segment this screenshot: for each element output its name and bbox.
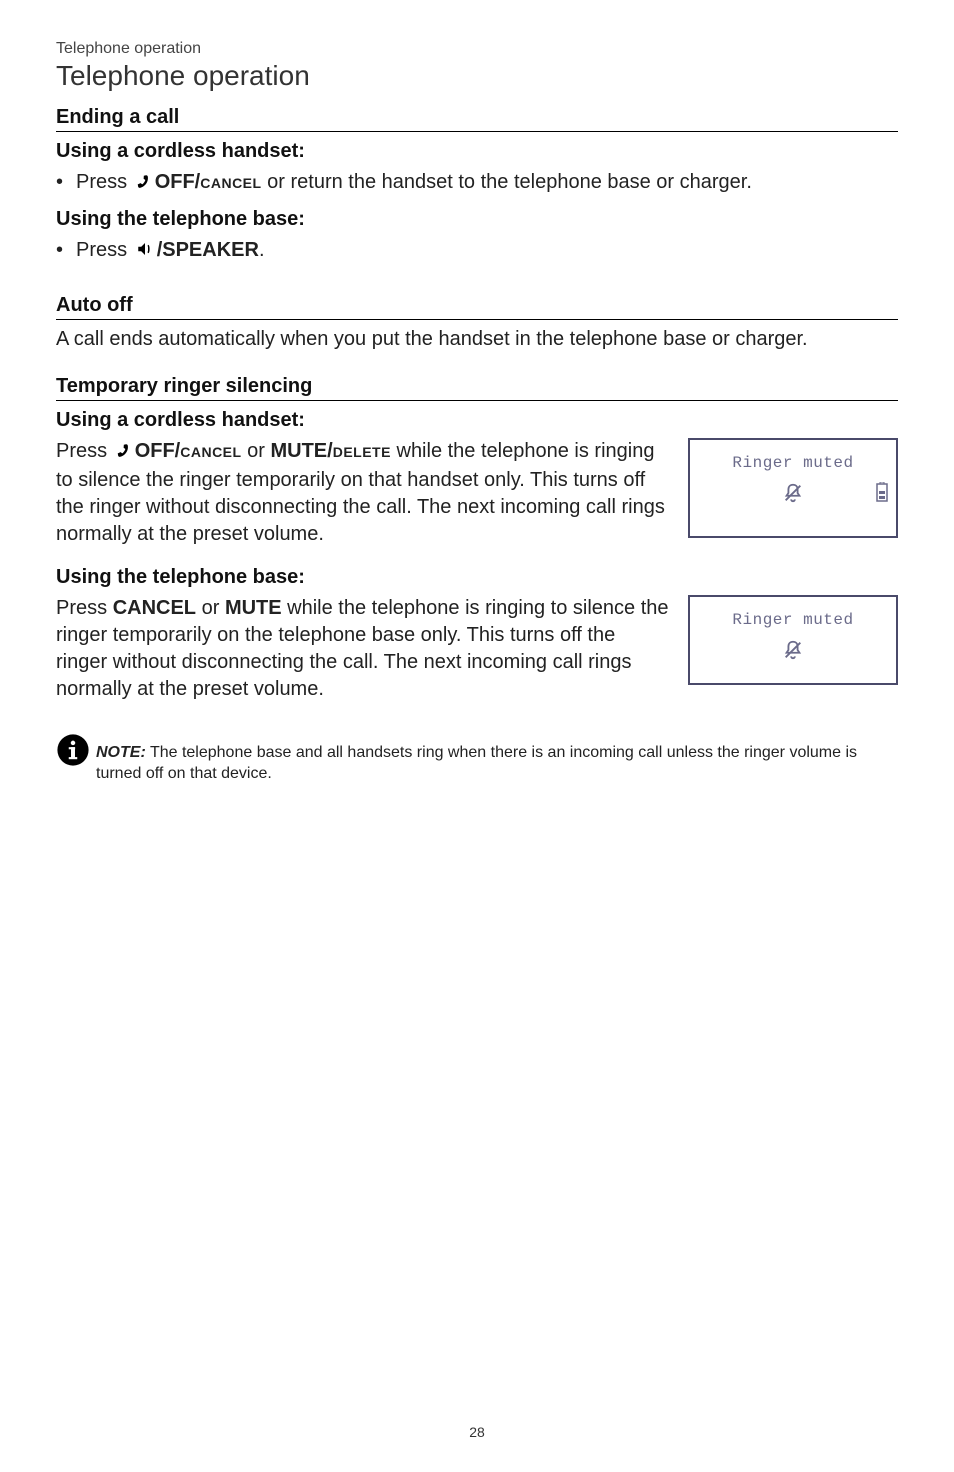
bullet-end-base: • Press /SPEAKER.	[56, 237, 898, 266]
txt: Press	[76, 171, 133, 193]
heading-auto-off: Auto off	[56, 294, 898, 320]
subhead-base-1: Using the telephone base:	[56, 208, 898, 231]
txt: OFF/	[135, 440, 181, 462]
txt: cancel	[200, 171, 261, 193]
bullet-end-cordless: • Press OFF/cancel or return the handset…	[56, 169, 898, 198]
txt: MUTE/	[270, 440, 332, 462]
lcd-display-base: Ringer muted	[688, 595, 898, 685]
subhead-base-2: Using the telephone base:	[56, 566, 898, 589]
lcd-text: Ringer muted	[700, 611, 886, 629]
bell-muted-icon	[782, 482, 804, 504]
speaker-icon	[135, 239, 155, 266]
handset-icon	[115, 440, 133, 467]
base-silence-text: Press CANCEL or MUTE while the telephone…	[56, 595, 670, 703]
note-label: NOTE:	[96, 744, 146, 761]
subhead-cordless-1: Using a cordless handset:	[56, 140, 898, 163]
txt: CANCEL	[113, 597, 196, 619]
txt: MUTE	[225, 597, 282, 619]
txt: /SPEAKER	[157, 239, 259, 261]
row-base-silence: Press CANCEL or MUTE while the telephone…	[56, 595, 898, 713]
battery-icon	[876, 482, 888, 507]
handset-icon	[135, 171, 153, 198]
lcd-bell-row	[700, 639, 886, 661]
note-text: NOTE: The telephone base and all handset…	[96, 733, 898, 785]
heading-ending-call: Ending a call	[56, 106, 898, 132]
bullet-dot: •	[56, 237, 76, 266]
page-number: 28	[0, 1424, 954, 1440]
note-body: The telephone base and all handsets ring…	[96, 744, 857, 782]
note-block: NOTE: The telephone base and all handset…	[56, 733, 898, 785]
txt: .	[259, 239, 265, 261]
breadcrumb: Telephone operation	[56, 40, 898, 58]
bell-muted-icon	[782, 639, 804, 661]
auto-off-text: A call ends automatically when you put t…	[56, 326, 898, 353]
txt: cancel	[180, 440, 241, 462]
txt: or return the handset to the telephone b…	[262, 171, 752, 193]
bullet-dot: •	[56, 169, 76, 198]
subhead-cordless-2: Using a cordless handset:	[56, 409, 898, 432]
row-cordless-silence: Press OFF/cancel or MUTE/delete while th…	[56, 438, 898, 558]
lcd-display-handset: Ringer muted	[688, 438, 898, 538]
txt: Press	[56, 440, 113, 462]
lcd-text: Ringer muted	[700, 454, 886, 472]
txt: OFF/	[155, 171, 201, 193]
cordless-silence-text: Press OFF/cancel or MUTE/delete while th…	[56, 438, 670, 548]
title-part-b: operation	[193, 60, 310, 91]
txt: Press	[76, 239, 133, 261]
page-title: Telephone operation	[56, 60, 898, 92]
heading-temp-ringer: Temporary ringer silencing	[56, 375, 898, 401]
bullet-text: Press OFF/cancel or return the handset t…	[76, 169, 752, 198]
txt: delete	[333, 440, 391, 462]
txt: or	[196, 597, 225, 619]
txt: or	[242, 440, 271, 462]
txt: Press	[56, 597, 113, 619]
lcd-bell-row	[700, 482, 886, 504]
title-part-a: Telephone	[56, 60, 193, 91]
info-icon	[56, 733, 90, 772]
bullet-text: Press /SPEAKER.	[76, 237, 265, 266]
